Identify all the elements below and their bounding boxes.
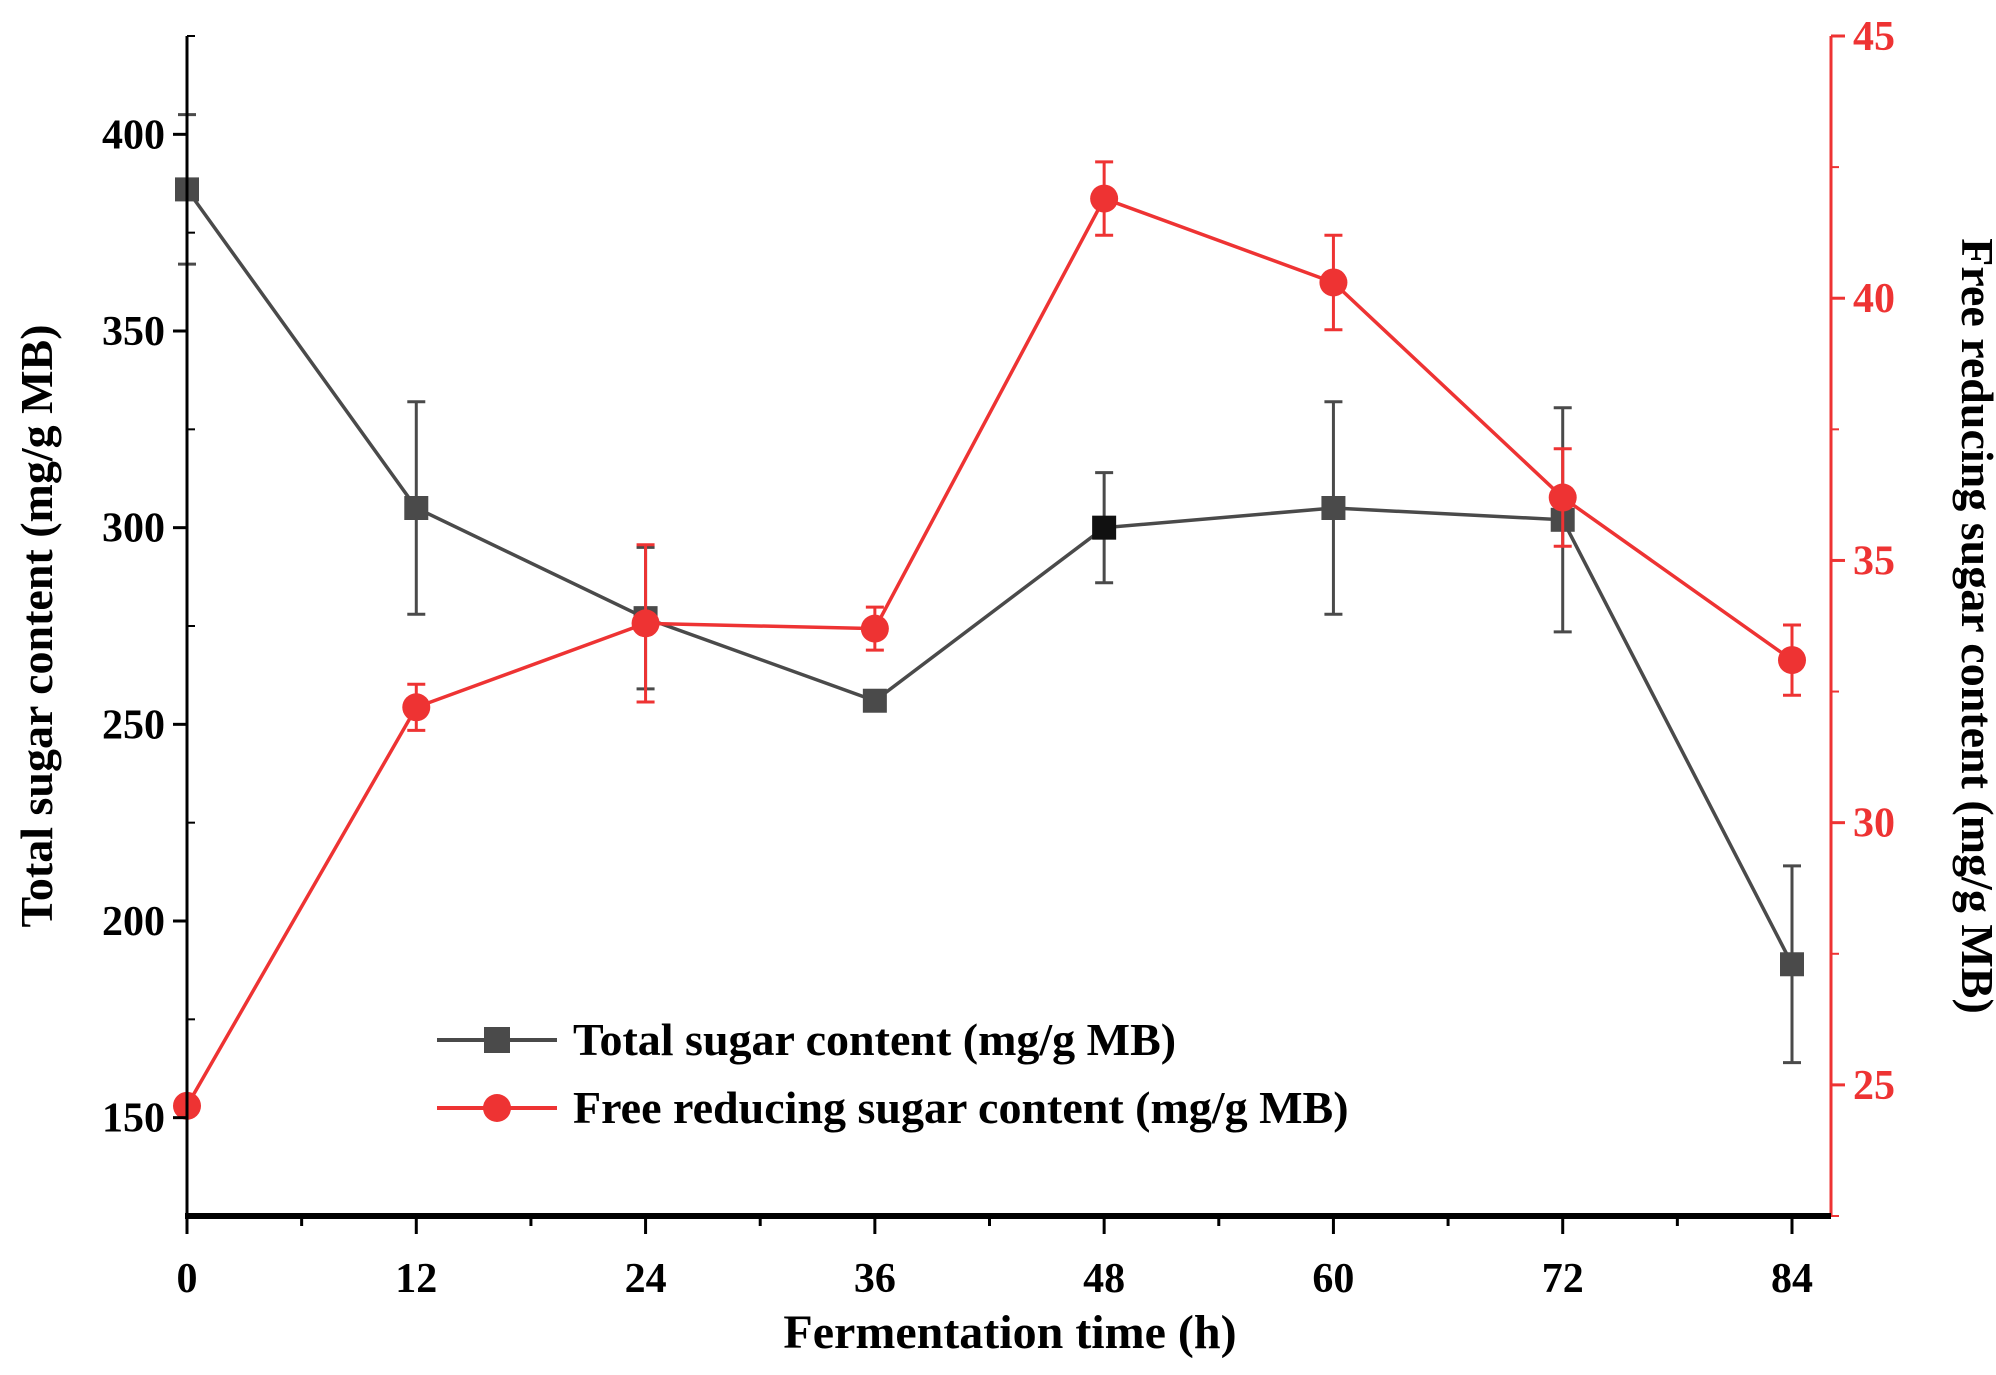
legend-label-total: Total sugar content (mg/g MB) [573,1014,1176,1065]
legend: Total sugar content (mg/g MB) Free reduc… [437,1014,1349,1133]
x-tick-label: 0 [177,1256,198,1302]
series-reducing [173,160,1806,1120]
y2-tick-label: 30 [1853,801,1895,847]
y2-tick-label: 35 [1853,538,1895,584]
legend-marker-circle [483,1094,511,1122]
data-point-square [1321,496,1346,520]
chart-axes: 0 12 24 36 48 60 72 84 150 200 250 300 350 400 25 30 35 4… [102,14,1895,1302]
y-tick-label: 200 [102,899,165,945]
data-point-circle [631,609,660,638]
series-total [175,113,1804,1065]
y2-tick-label: 45 [1853,14,1895,60]
x-tick-label: 12 [395,1256,437,1302]
y-tick-label: 250 [102,702,165,748]
y-tick-label: 150 [102,1096,165,1142]
data-point-circle [1090,184,1119,213]
data-point-square [1092,515,1117,540]
data-point-square [862,688,887,713]
x-tick-label: 60 [1312,1256,1354,1302]
y-tick-label: 400 [102,112,165,158]
y-axis-title: Total sugar content (mg/g MB) [11,324,62,927]
data-point-circle [402,693,431,722]
y2-tick-label: 25 [1853,1063,1895,1109]
data-point-circle [1319,268,1348,297]
data-point-circle [860,614,889,643]
data-point-square [1780,952,1804,977]
x-tick-label: 36 [854,1256,896,1302]
y-tick-label: 350 [102,309,165,355]
y-tick-label: 300 [102,506,165,552]
x-tick-label: 72 [1542,1256,1584,1302]
legend-label-reducing: Free reducing sugar content (mg/g MB) [573,1082,1349,1133]
y2-tick-label: 40 [1853,276,1895,322]
series-line [185,188,1794,966]
data-point-circle [1778,646,1806,675]
x-tick-label: 24 [625,1256,667,1302]
chart-marks [173,113,1806,1120]
legend-marker-square [484,1027,510,1053]
data-point-square [404,496,429,520]
series-line [185,196,1794,1107]
data-point-circle [1548,483,1577,512]
x-axis-title: Fermentation time (h) [783,1306,1236,1359]
x-tick-label: 84 [1771,1256,1813,1302]
x-tick-label: 48 [1083,1256,1125,1302]
y2-axis-title: Free reducing sugar content (mg/g MB) [1952,238,1996,1014]
